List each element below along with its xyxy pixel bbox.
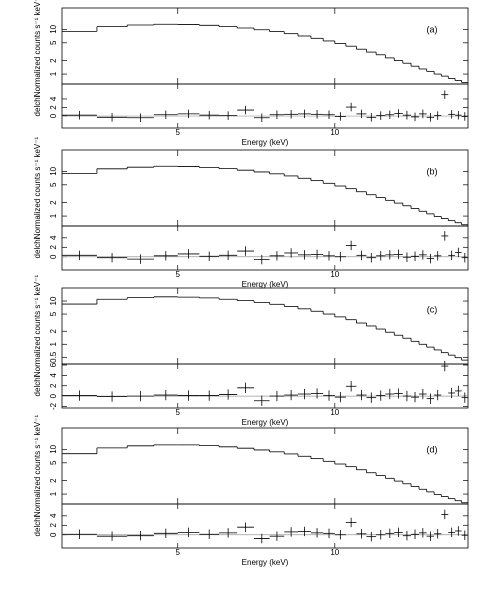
y-tick-label: 10: [49, 444, 58, 453]
residual-frame: [61, 503, 469, 549]
x-tick-label: 10: [330, 128, 339, 137]
residual-tick-label: 4: [49, 513, 58, 518]
y-tick-label: 2: [49, 200, 58, 205]
residual-tick-label: -2: [49, 402, 58, 410]
y-tick-label: 5: [49, 460, 58, 465]
residual-frame: [61, 83, 469, 129]
y-tick-label: 1: [49, 491, 58, 496]
x-tick-label: 5: [176, 128, 181, 137]
x-axis-label: Energy (keV): [242, 280, 289, 289]
y-tick-label: 5: [49, 182, 58, 187]
y-tick-label: 10: [49, 296, 58, 305]
panel-label: (b): [427, 166, 438, 176]
x-tick-label: 5: [176, 548, 181, 557]
residual-tick-label: 2: [49, 245, 58, 250]
y-tick-label: 0.5: [49, 351, 58, 363]
plot-frame: [61, 7, 469, 85]
x-axis-label: Energy (keV): [242, 418, 289, 427]
y-tick-label: 1: [49, 71, 58, 76]
residual-tick-label: 0: [49, 393, 58, 398]
plot-frame: [61, 427, 469, 505]
residual-tick-label: 4: [49, 373, 58, 378]
residual-tick-label: 0: [49, 113, 58, 118]
y-tick-label: 1: [49, 342, 58, 347]
y-tick-label: 2: [49, 58, 58, 63]
residual-tick-label: 0: [49, 532, 58, 537]
x-tick-label: 5: [176, 270, 181, 279]
residual-axis-label: delchi: [33, 95, 42, 116]
x-axis-label: Energy (keV): [242, 558, 289, 567]
y-axis-label: Normalized counts s⁻¹ keV⁻¹: [33, 137, 42, 240]
y-axis-label: Normalized counts s⁻¹ keV⁻¹: [33, 415, 42, 518]
y-tick-label: 10: [49, 166, 58, 175]
residual-tick-label: 2: [49, 523, 58, 528]
residual-tick-label: 4: [49, 96, 58, 101]
y-tick-label: 1: [49, 213, 58, 218]
y-tick-label: 5: [49, 311, 58, 316]
x-tick-label: 10: [330, 408, 339, 417]
residual-frame: [61, 225, 469, 271]
y-tick-label: 5: [49, 40, 58, 45]
y-tick-label: 2: [49, 478, 58, 483]
x-tick-label: 10: [330, 548, 339, 557]
residual-tick-label: 2: [49, 383, 58, 388]
residual-tick-label: 0: [49, 254, 58, 259]
y-tick-label: 10: [49, 24, 58, 33]
residual-tick-label: 6: [49, 362, 58, 367]
y-axis-label: Normalized counts s⁻¹ keV⁻¹: [33, 275, 42, 378]
residual-frame: [61, 363, 469, 409]
panel-label: (c): [427, 304, 438, 314]
residual-axis-label: delchi: [33, 375, 42, 396]
y-axis-label: Normalized counts s⁻¹ keV⁻¹: [33, 0, 42, 97]
panel-label: (d): [427, 444, 438, 454]
residual-tick-label: 2: [49, 105, 58, 110]
plot-frame: [61, 149, 469, 227]
y-tick-label: 2: [49, 328, 58, 333]
x-axis-label: Energy (keV): [242, 138, 289, 147]
x-tick-label: 5: [176, 408, 181, 417]
residual-axis-label: delchi: [33, 515, 42, 536]
panel-label: (a): [427, 24, 438, 34]
residual-tick-label: 4: [49, 235, 58, 240]
residual-axis-label: delchi: [33, 237, 42, 258]
x-tick-label: 10: [330, 270, 339, 279]
